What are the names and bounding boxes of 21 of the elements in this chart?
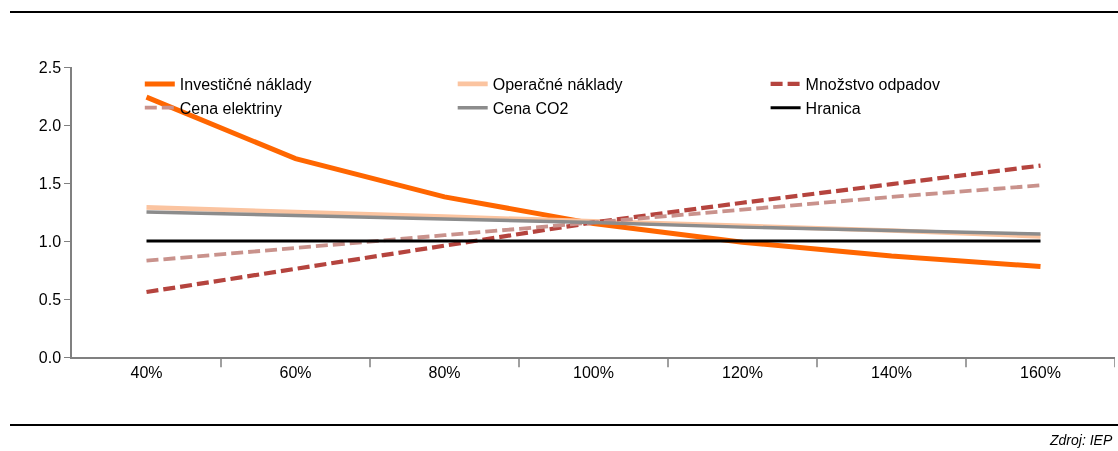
x-tick-label: 140% [871, 363, 912, 381]
legend-label: Cena CO2 [492, 99, 569, 117]
y-tick-label: 1.5 [38, 174, 62, 192]
x-tick-label: 160% [1020, 363, 1061, 381]
x-tick-label: 60% [279, 363, 312, 381]
x-tick-label: 120% [722, 363, 763, 381]
x-tick-label: 80% [428, 363, 461, 381]
legend-label: Cena elektriny [179, 99, 283, 117]
y-tick-label: 0.5 [38, 290, 62, 308]
x-tick-label: 40% [130, 363, 163, 381]
text: Zdroj: IEP [1049, 432, 1113, 448]
y-tick-label: 2.0 [38, 116, 62, 134]
y-tick-label: 2.5 [38, 58, 62, 76]
legend-label: Investičné náklady [179, 76, 312, 94]
legend-label: Hranica [805, 99, 861, 117]
legend-label: Množstvo odpadov [805, 76, 940, 94]
y-tick-label: 1.0 [38, 232, 62, 250]
x-tick-label: 100% [573, 363, 614, 381]
legend-label: Operačné náklady [492, 76, 623, 94]
y-tick-label: 0.0 [38, 348, 62, 366]
line-series [144, 163, 1043, 295]
